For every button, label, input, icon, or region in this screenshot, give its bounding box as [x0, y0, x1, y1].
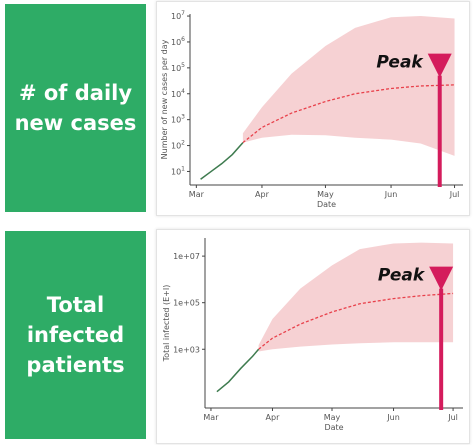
label-line: # of daily — [18, 81, 133, 105]
y-tick-label: 1e+03 — [173, 345, 200, 354]
y-axis-title: Total infected (E+I) — [162, 285, 171, 363]
x-tick-label: Jul — [447, 413, 458, 422]
x-tick-label: Jun — [386, 413, 400, 422]
observed-line — [200, 142, 244, 180]
x-tick-label: Apr — [266, 413, 281, 422]
peak-label: Peak — [376, 53, 424, 73]
uncertainty-band — [258, 242, 454, 352]
daily-cases-chart: Mar Apr May Jun Jul Date 101 102 103 104 105 106 107… — [160, 10, 463, 209]
x-axis-title: Date — [324, 423, 343, 432]
y-tick-label: 1e+05 — [173, 299, 200, 308]
daily-cases-chart-card: Mar Apr May Jun Jul Date 101 102 103 104 105 106 107… — [156, 1, 470, 216]
peak-marker-triangle — [427, 53, 452, 78]
x-tick-label: Mar — [189, 190, 205, 199]
y-tick-label: 106 — [171, 36, 185, 47]
y-tick-label: 105 — [171, 62, 185, 73]
label-line: patients — [26, 353, 125, 377]
y-tick-label: 107 — [171, 10, 185, 21]
observed-line — [216, 348, 260, 393]
y-tick-label: 1e+07 — [173, 252, 200, 261]
peak-marker-triangle — [429, 266, 454, 291]
label-line: Total — [46, 293, 105, 317]
y-tick-label: 102 — [171, 140, 185, 151]
y-tick-label: 101 — [171, 165, 185, 176]
label-line: infected — [26, 323, 125, 347]
total-infected-chart: Mar Apr May Jun Jul Date 1e+03 1e+05 1e+07 Total … — [162, 238, 463, 432]
peak-label: Peak — [378, 266, 426, 286]
uncertainty-band — [242, 16, 455, 156]
x-tick-label: May — [324, 413, 341, 422]
x-axis-title: Date — [317, 200, 336, 209]
total-infected-chart-card: Mar Apr May Jun Jul Date 1e+03 1e+05 1e+07 Total … — [156, 229, 470, 444]
x-tick-label: Mar — [203, 413, 219, 422]
forecast-median-line — [258, 292, 454, 350]
daily-new-cases-label-box: # of daily new cases — [5, 4, 146, 212]
label-line: new cases — [14, 111, 137, 135]
y-tick-label: 103 — [171, 114, 185, 125]
x-tick-label: Jun — [384, 190, 398, 199]
y-axis-title: Number of new cases per day — [160, 39, 169, 159]
x-tick-label: Apr — [255, 190, 270, 199]
x-tick-label: Jul — [449, 190, 460, 199]
x-tick-label: May — [317, 190, 334, 199]
y-tick-label: 104 — [171, 88, 185, 99]
total-infected-label-box: Total infected patients — [5, 231, 146, 439]
